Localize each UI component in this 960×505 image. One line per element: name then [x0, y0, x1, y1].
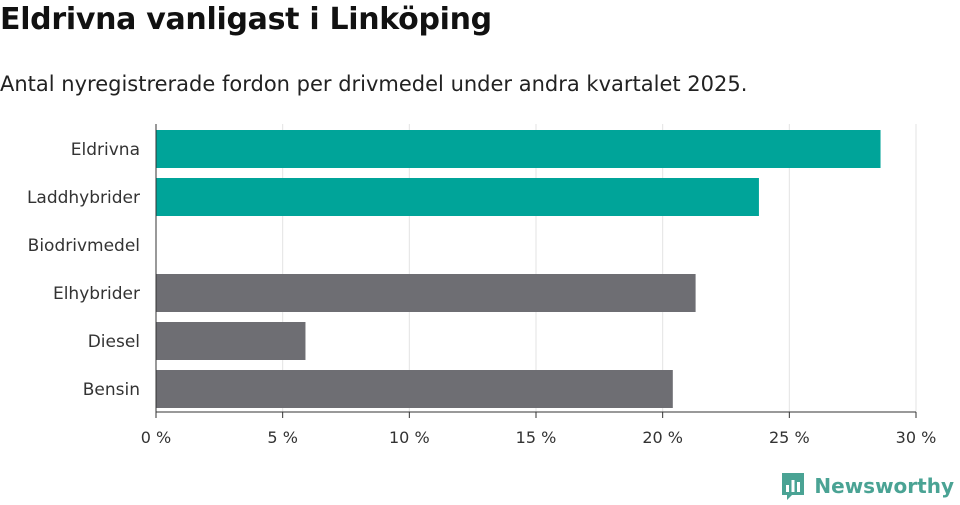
x-tick-label: 5 %	[267, 428, 297, 447]
grid-lines	[282, 124, 917, 412]
bar-diesel	[156, 322, 306, 360]
bar-eldrivna	[156, 130, 881, 168]
category-label: Bensin	[83, 380, 140, 400]
bar-elhybrider	[156, 274, 696, 312]
category-label: Laddhybrider	[27, 188, 140, 208]
x-tick-label: 10 %	[389, 428, 430, 447]
newsworthy-logo-icon	[782, 473, 805, 500]
brand: Newsworthy	[780, 471, 954, 501]
bar-bensin	[156, 370, 673, 408]
category-label: Elhybrider	[53, 284, 140, 304]
x-tick-label: 0 %	[141, 428, 171, 447]
brand-name: Newsworthy	[814, 474, 954, 498]
category-labels: Eldrivna Laddhybrider Biodrivmedel Elhybrid…	[27, 140, 140, 400]
x-tick-label: 25 %	[769, 428, 810, 447]
bars	[156, 130, 881, 408]
category-label: Biodrivmedel	[28, 236, 140, 256]
chart-title: Eldrivna vanligast i Linköping	[0, 2, 492, 37]
category-label: Eldrivna	[71, 140, 140, 160]
x-tick-label: 30 %	[896, 428, 937, 447]
x-tick-label: 20 %	[642, 428, 683, 447]
x-axis: 0 % 5 % 10 % 15 % 20 % 25 % 30 %	[141, 124, 937, 447]
category-label: Diesel	[88, 332, 140, 352]
x-tick-label: 15 %	[516, 428, 557, 447]
chart-subtitle: Antal nyregistrerade fordon per drivmede…	[0, 72, 748, 96]
bar-laddhybrider	[156, 178, 759, 216]
